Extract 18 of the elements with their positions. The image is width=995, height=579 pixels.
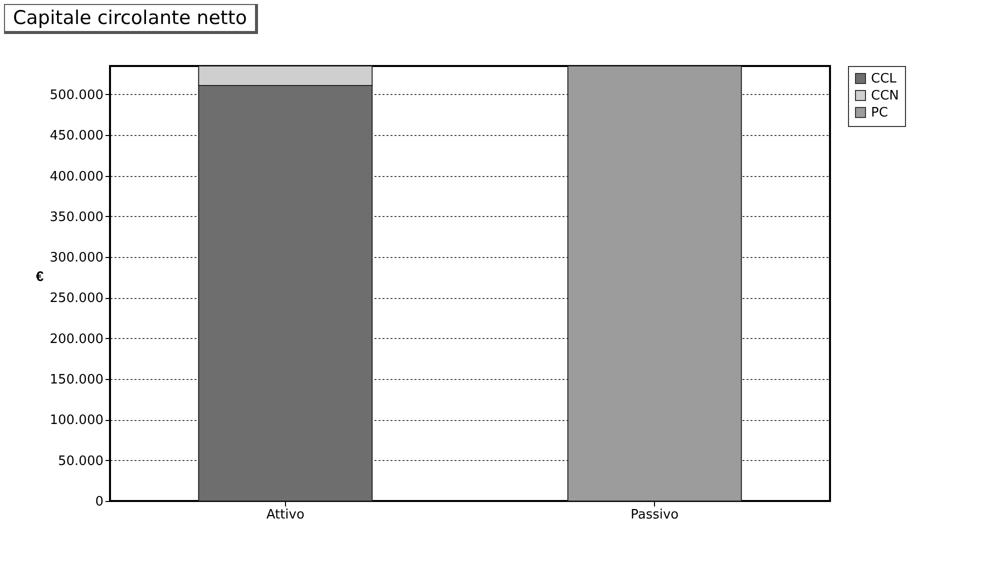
chart-title: Capitale circolante netto [4,4,258,34]
y-tick-label: 0 [95,494,104,510]
x-tick-label: Passivo [630,508,679,522]
y-tick-label: 450.000 [50,128,104,144]
y-tick-label: 200.000 [50,332,104,347]
y-tick-label: 150.000 [50,372,104,388]
legend-label: CCL [871,72,898,86]
y-tick-label: 400.000 [50,169,104,184]
y-tick-label: 100.000 [50,413,104,428]
y-tick-label: 350.000 [50,210,104,225]
y-tick-label: 50.000 [58,454,104,469]
legend-label: PC [871,106,888,120]
y-tick-label: 300.000 [50,250,104,266]
y-tick-label: 500.000 [50,88,104,103]
x-tick-label: Attivo [266,508,304,522]
y-tick-label: 250.000 [50,291,104,306]
legend-label: CCN [871,88,899,104]
y-axis-title: € [36,268,44,284]
